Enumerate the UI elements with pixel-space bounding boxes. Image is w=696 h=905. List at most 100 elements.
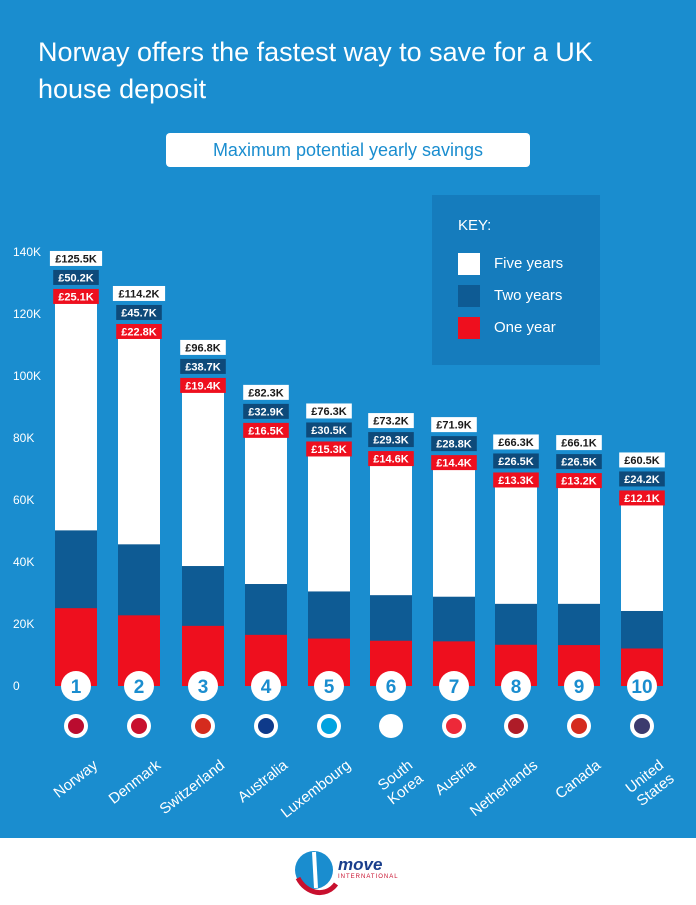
- rank-badge: [314, 671, 344, 701]
- category-label: Canada: [552, 756, 604, 802]
- value-label-two-years: £26.5K: [498, 456, 534, 468]
- category-label-group: Luxembourg: [278, 757, 354, 822]
- value-label-five-years-bg: [180, 339, 226, 355]
- rank-number: 8: [511, 677, 522, 698]
- globe-icon: [295, 851, 339, 895]
- category-label: Luxembourg: [278, 757, 354, 822]
- value-label-five-years: £114.2K: [119, 288, 160, 300]
- flag-icon-inner: [508, 718, 524, 734]
- value-label-one-year-bg: [493, 472, 539, 488]
- y-tick-label: 140K: [13, 245, 41, 259]
- rank-number: 3: [198, 677, 209, 698]
- company-logo: move INTERNATIONAL: [292, 844, 408, 900]
- flag-icon-inner: [195, 718, 211, 734]
- category-label: Norway: [51, 756, 102, 801]
- value-label-two-years-bg: [368, 432, 414, 448]
- value-label-two-years-bg: [180, 358, 226, 374]
- flag-icon-inner: [258, 718, 274, 734]
- rank-badge: [61, 671, 91, 701]
- category-label-group: Austria: [432, 756, 480, 799]
- rank-number: 7: [449, 677, 460, 698]
- category-label-group: Switzerland: [157, 757, 229, 818]
- value-label-five-years-bg: [368, 413, 414, 429]
- legend-label: Five years: [494, 255, 564, 272]
- category-label: Netherlands: [467, 757, 541, 820]
- flag-icon-inner: [383, 718, 399, 734]
- value-label-two-years: £26.5K: [561, 457, 597, 469]
- rank-number: 10: [631, 677, 652, 698]
- y-tick-label: 60K: [13, 493, 34, 507]
- value-label-two-years-bg: [431, 436, 477, 452]
- value-label-five-years: £73.2K: [373, 416, 409, 428]
- value-label-five-years-bg: [431, 417, 477, 433]
- logo-brand: move: [338, 855, 383, 874]
- flag-icon-inner: [68, 718, 84, 734]
- legend-label: Two years: [494, 287, 563, 304]
- legend-swatch-one: [458, 317, 480, 339]
- value-label-one-year: £15.3K: [311, 444, 347, 456]
- legend-swatch-two: [458, 285, 480, 307]
- value-label-one-year-bg: [556, 473, 602, 489]
- value-label-one-year-bg: [306, 441, 352, 457]
- flag-icon-inner: [131, 718, 147, 734]
- value-label-two-years-bg: [306, 422, 352, 438]
- value-label-five-years-bg: [619, 452, 665, 468]
- value-label-five-years: £71.9K: [436, 420, 472, 432]
- legend: KEY: Five years Two years One year: [432, 195, 600, 365]
- value-label-one-year-bg: [180, 377, 226, 393]
- value-label-five-years: £66.3K: [498, 437, 534, 449]
- rank-number: 4: [261, 677, 272, 698]
- y-tick-label: 20K: [13, 617, 34, 631]
- value-label-one-year-bg: [243, 422, 289, 438]
- chart-subtitle: Maximum potential yearly savings: [166, 133, 530, 167]
- value-label-five-years: £125.5K: [55, 253, 97, 265]
- category-label-group: Canada: [552, 756, 604, 802]
- legend-label: One year: [494, 319, 556, 336]
- rank-badge: [439, 671, 469, 701]
- category-label-group: Norway: [51, 756, 102, 801]
- value-label-one-year: £12.1K: [624, 493, 660, 505]
- rank-badge: [124, 671, 154, 701]
- value-label-five-years-bg: [112, 285, 166, 301]
- flag-icon-inner: [446, 718, 462, 734]
- value-label-two-years-bg: [493, 453, 539, 469]
- value-label-two-years: £38.7K: [185, 361, 221, 373]
- value-label-two-years-bg: [243, 403, 289, 419]
- value-label-one-year-bg: [619, 490, 665, 506]
- value-label-five-years: £96.8K: [185, 342, 221, 354]
- y-tick-label: 120K: [13, 307, 41, 321]
- value-label-two-years: £29.3K: [373, 435, 409, 447]
- value-label-two-years: £24.2K: [624, 474, 660, 486]
- value-label-five-years-bg: [493, 434, 539, 450]
- rank-number: 1: [71, 677, 82, 698]
- y-tick-label: 40K: [13, 555, 34, 569]
- footer: move INTERNATIONAL: [0, 838, 696, 905]
- rank-badge: [251, 671, 281, 701]
- y-tick-label: 100K: [13, 369, 41, 383]
- value-label-one-year-bg: [368, 451, 414, 467]
- category-label: Denmark: [106, 756, 165, 807]
- legend-title: KEY:: [458, 217, 492, 234]
- value-label-one-year-bg: [53, 288, 99, 304]
- value-label-five-years-bg: [556, 435, 602, 451]
- rank-badge: [376, 671, 406, 701]
- value-label-one-year: £25.1K: [58, 291, 94, 303]
- category-label-group: Netherlands: [467, 757, 541, 820]
- legend-swatch-five: [458, 253, 480, 275]
- value-label-one-year: £13.2K: [561, 476, 597, 488]
- value-label-two-years-bg: [116, 304, 162, 320]
- value-label-five-years-bg: [49, 250, 103, 266]
- flag-icon-inner: [571, 718, 587, 734]
- y-tick-label: 80K: [13, 431, 34, 445]
- rank-badge: [501, 671, 531, 701]
- value-label-two-years: £28.8K: [436, 439, 472, 451]
- infographic: Norway offers the fastest way to save fo…: [13, 37, 678, 822]
- value-label-two-years: £50.2K: [58, 272, 94, 284]
- value-label-five-years: £66.1K: [561, 438, 597, 450]
- page-title: Norway offers the fastest way to save fo…: [38, 37, 593, 104]
- value-label-one-year-bg: [116, 323, 162, 339]
- flag-icon-inner: [321, 718, 337, 734]
- category-label: Austria: [432, 756, 480, 799]
- value-label-five-years: £82.3K: [248, 387, 284, 399]
- value-label-five-years: £76.3K: [311, 406, 347, 418]
